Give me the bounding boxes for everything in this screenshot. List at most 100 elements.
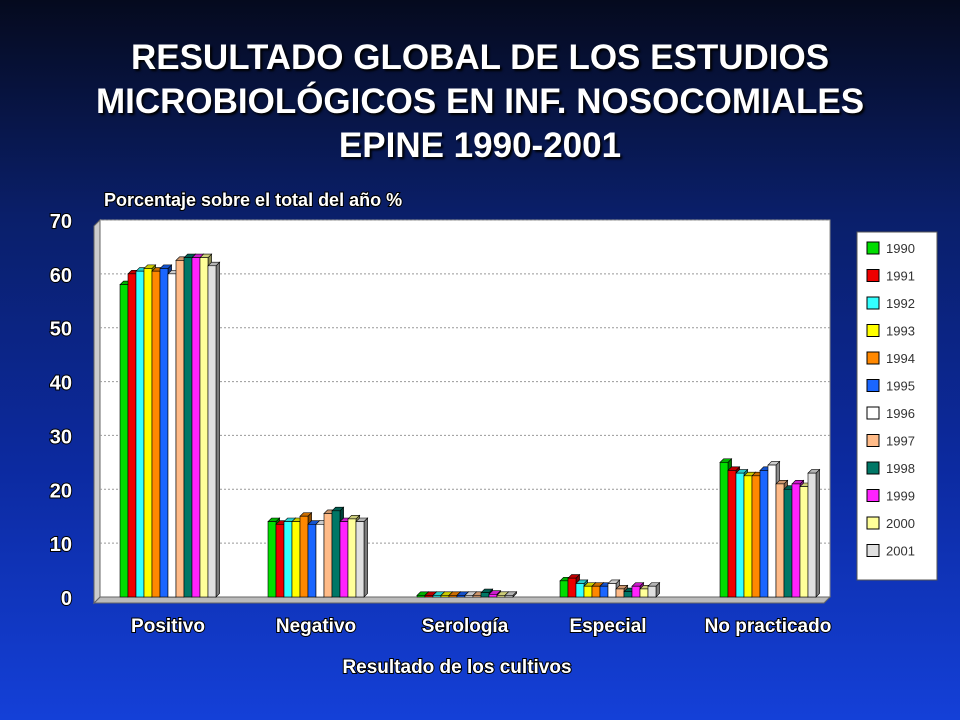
bar — [504, 595, 514, 598]
y-tick-label: 70 — [50, 211, 72, 233]
legend-label-1999: 1999 — [886, 489, 915, 504]
legend-label-1997: 1997 — [886, 434, 915, 449]
bar — [456, 595, 466, 598]
legend-swatch-1991 — [866, 269, 880, 282]
bar — [759, 470, 769, 598]
plot-area — [99, 219, 831, 598]
bar — [727, 470, 737, 598]
bar-2001-Negativo — [355, 517, 369, 598]
bar — [175, 260, 185, 598]
bar — [307, 523, 317, 598]
bar-side — [815, 468, 820, 598]
x-tick-label: Negativo — [276, 616, 356, 637]
bar-2001-Especial — [647, 581, 661, 598]
bar — [775, 483, 785, 598]
bar — [647, 585, 657, 598]
legend-swatch-1999 — [866, 489, 880, 502]
title-line-2: MICROBIOLÓGICOS EN INF. NOSOCOMIALES — [95, 82, 865, 121]
legend-swatch-1994 — [866, 351, 880, 365]
y-tick-label: 40 — [50, 373, 72, 395]
bar — [331, 510, 341, 598]
bar — [432, 595, 442, 598]
legend-swatch-1992 — [866, 296, 880, 310]
plot-wall — [93, 218, 101, 605]
bar — [743, 475, 753, 598]
x-axis-label: Resultado de los cultivos — [342, 657, 571, 678]
legend-swatch-1990 — [866, 241, 880, 255]
bar — [799, 486, 809, 598]
bar — [207, 265, 217, 598]
bar — [448, 595, 458, 598]
bar — [735, 472, 745, 598]
legend-swatch-1995 — [866, 379, 880, 392]
bar — [267, 521, 277, 598]
title-line-1: RESULTADO GLOBAL DE LOS ESTUDIOS — [130, 38, 830, 77]
bar — [464, 595, 474, 598]
legend-label-1995: 1995 — [886, 379, 915, 394]
legend-swatch-1997 — [866, 434, 880, 447]
bar-side — [363, 517, 368, 598]
bar — [623, 591, 633, 598]
bar — [355, 521, 365, 598]
bar — [615, 588, 625, 598]
bar-2001-Positivo — [207, 261, 221, 598]
legend-swatch-1993 — [866, 324, 880, 337]
bar — [127, 273, 137, 598]
y-tick-label: 0 — [61, 588, 72, 610]
bar — [183, 257, 193, 598]
y-tick-label: 50 — [50, 319, 72, 341]
bar — [631, 585, 641, 598]
bar — [199, 257, 209, 598]
x-tick-label: Especial — [569, 616, 646, 637]
bar — [751, 475, 761, 598]
bar — [275, 523, 285, 598]
bar — [583, 585, 593, 598]
bar — [599, 585, 609, 598]
bar — [323, 513, 333, 598]
bar — [639, 588, 649, 598]
bar — [559, 580, 569, 598]
legend-swatch-1996 — [866, 406, 880, 420]
bar — [119, 284, 129, 598]
bar — [167, 273, 177, 598]
legend-swatch-1998 — [866, 461, 880, 475]
bar — [347, 518, 357, 598]
title-line-3: EPINE 1990-2001 — [338, 126, 622, 165]
legend-label-1998: 1998 — [886, 461, 915, 476]
y-tick-label: 60 — [50, 265, 72, 287]
legend-swatch-2000 — [866, 516, 880, 530]
bar — [783, 488, 793, 598]
x-tick-label: Positivo — [131, 616, 205, 637]
bar — [472, 595, 482, 598]
bar — [151, 270, 161, 598]
legend-label-1993: 1993 — [886, 324, 915, 339]
bar — [283, 521, 293, 598]
chart-title: RESULTADO GLOBAL DE LOS ESTUDIOS MICROBI… — [0, 36, 960, 168]
y-tick-label: 20 — [50, 480, 72, 502]
bar — [424, 595, 434, 598]
x-tick-label: Serología — [422, 616, 509, 637]
bar — [191, 257, 201, 598]
legend-label-1992: 1992 — [886, 296, 915, 311]
plot-floor — [92, 596, 832, 604]
bar-side — [215, 261, 220, 598]
bar — [591, 585, 601, 598]
bar — [607, 583, 617, 598]
y-axis-label: Porcentaje sobre el total del año % — [104, 190, 402, 210]
bar — [159, 268, 169, 598]
y-tick-label: 30 — [50, 426, 72, 448]
bar — [339, 521, 349, 598]
bar — [575, 583, 585, 598]
legend-label-1990: 1990 — [886, 241, 915, 256]
legend-label-1994: 1994 — [886, 351, 915, 366]
bar — [767, 464, 777, 598]
bar-2001-No practicado — [807, 468, 821, 598]
legend-label-2000: 2000 — [886, 516, 915, 531]
x-tick-label: No practicado — [705, 616, 832, 637]
bar — [416, 595, 426, 598]
bar — [807, 472, 817, 598]
bar — [719, 462, 729, 598]
bar — [143, 268, 153, 598]
bar — [791, 483, 801, 598]
